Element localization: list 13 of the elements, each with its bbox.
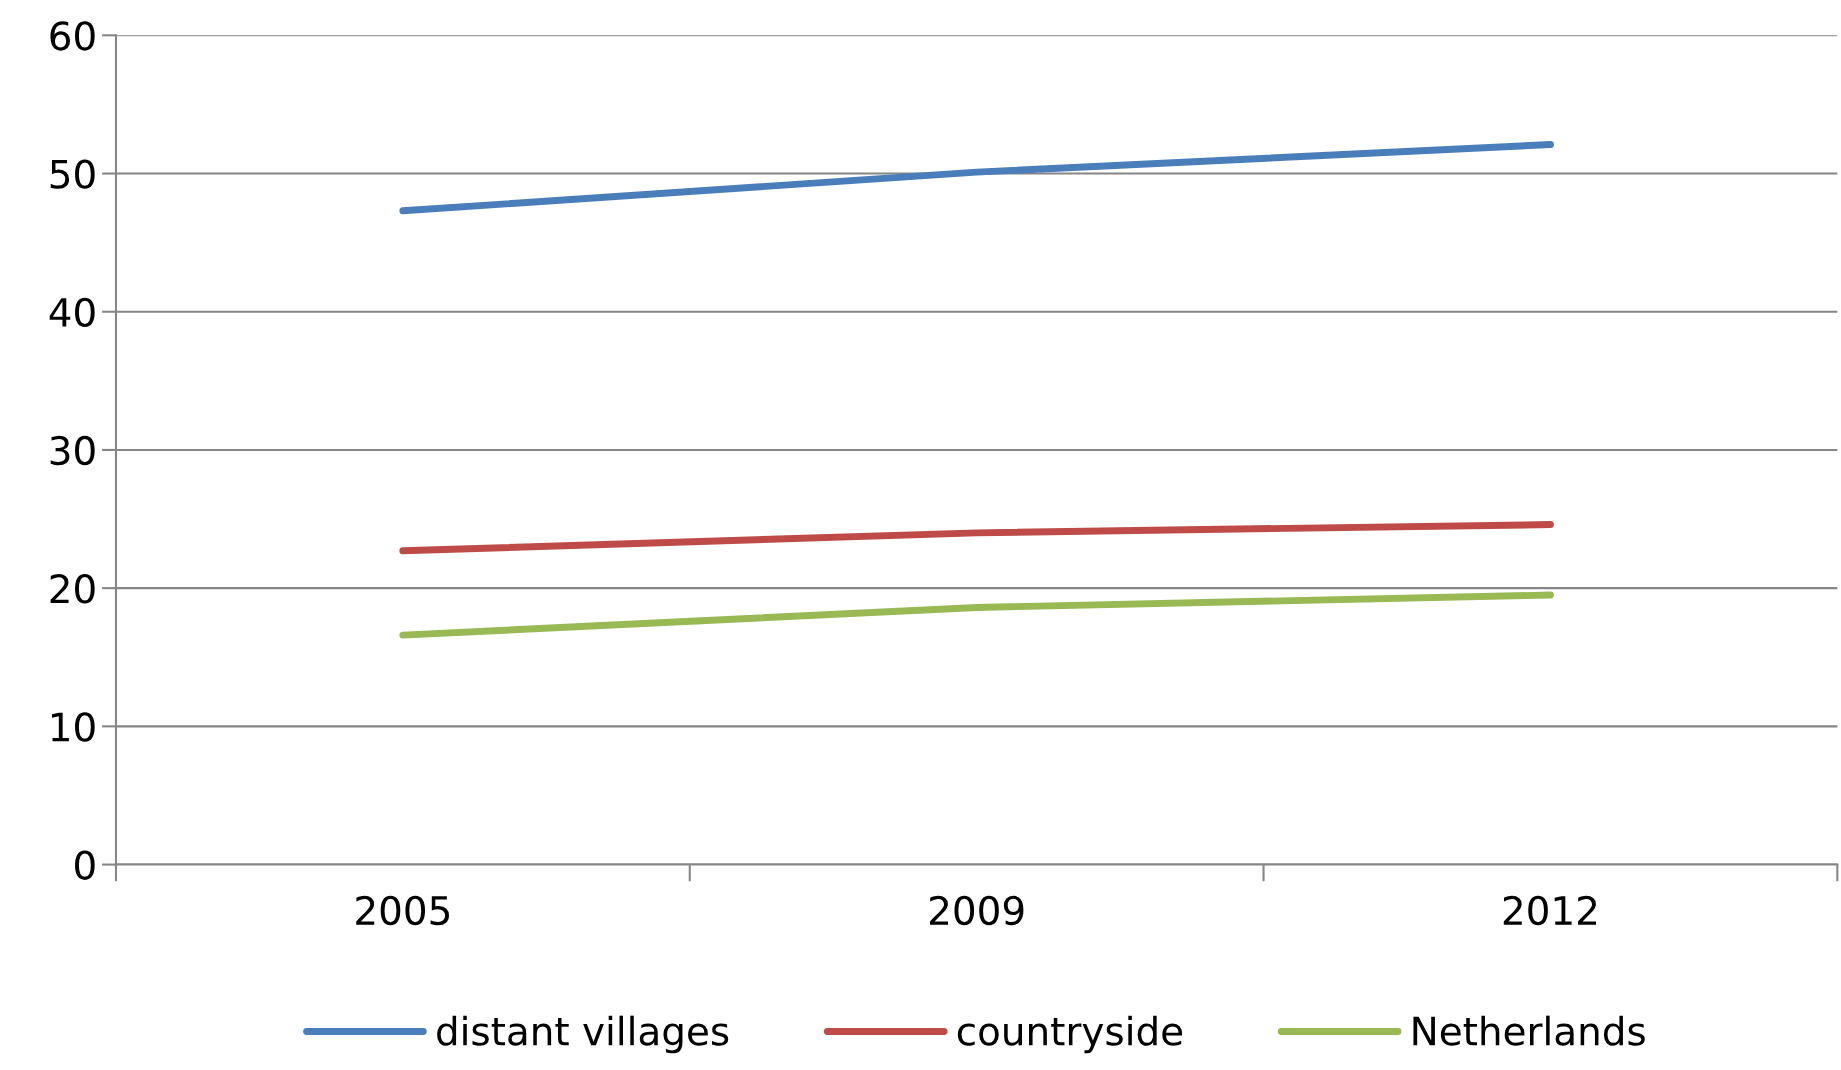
legend-label: distant villages	[437, 1015, 729, 1054]
legend-label: Netherlands	[1413, 1015, 1645, 1046]
x-tick-label: 2005	[356, 895, 449, 926]
y-tick-label: 10	[52, 712, 95, 742]
y-tick-label: 30	[50, 435, 95, 466]
y-tick-label: 20	[50, 574, 95, 604]
y-tick-label: 0	[75, 850, 95, 880]
y-tick-label: 50	[50, 159, 95, 189]
y-tick-label: 40	[49, 297, 95, 328]
legend-label: countryside	[957, 1015, 1183, 1054]
x-tick-label: 2012	[1503, 895, 1597, 926]
x-tick-label: 2009	[930, 895, 1024, 926]
y-tick-label: 60	[50, 21, 95, 51]
